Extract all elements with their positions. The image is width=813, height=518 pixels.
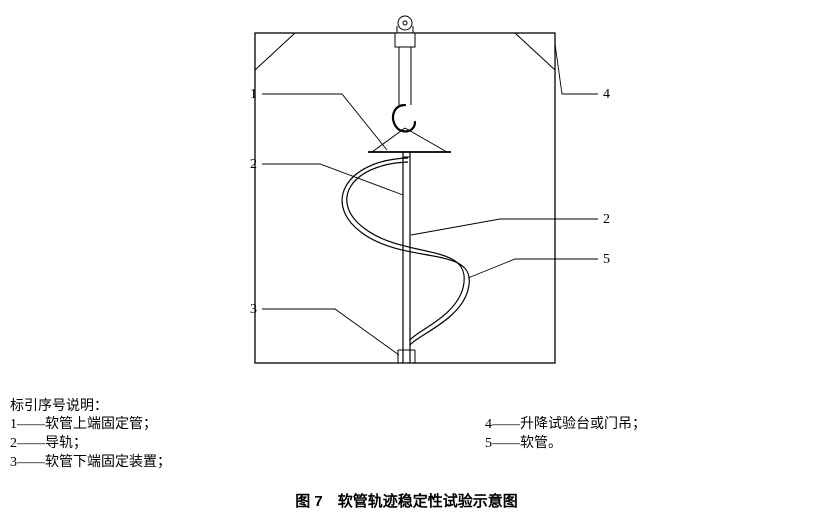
gantry-frame <box>255 33 555 363</box>
legend-item: 3——软管下端固定装置； <box>10 453 171 472</box>
figure-caption: 图 7 软管轨迹稳定性试验示意图 <box>0 490 813 511</box>
legend-item: 4——升降试验台或门吊； <box>485 415 646 434</box>
pulley-hub <box>403 21 407 25</box>
callout-num-2-right: 2 <box>603 212 610 228</box>
legend-item: 2——导轨； <box>10 434 171 453</box>
hanger-plate <box>395 33 415 47</box>
brace-top-left <box>255 33 295 70</box>
legend-item: 1——软管上端固定管； <box>10 415 171 434</box>
hook <box>393 105 415 131</box>
leader-1 <box>262 94 387 150</box>
callout-num-1: 1 <box>250 87 257 103</box>
schematic-diagram <box>200 10 630 385</box>
legend-title: 标引序号说明： <box>10 395 108 415</box>
legend-item: 5——软管。 <box>485 434 646 453</box>
callout-num-4: 4 <box>603 87 610 103</box>
hose-outer <box>342 158 469 345</box>
legend-left-column: 1——软管上端固定管； 2——导轨； 3——软管下端固定装置； <box>10 415 171 472</box>
leader-4 <box>555 44 598 94</box>
leader-2-right <box>411 219 598 235</box>
leader-3 <box>262 309 399 355</box>
callout-num-2-left: 2 <box>250 157 257 173</box>
sling-left <box>372 128 405 152</box>
sling-right <box>405 128 447 152</box>
callout-num-5: 5 <box>603 252 610 268</box>
leader-5 <box>468 259 598 278</box>
legend-right-column: 4——升降试验台或门吊； 5——软管。 <box>485 415 646 453</box>
callout-num-3: 3 <box>250 302 257 318</box>
brace-top-right <box>515 33 555 70</box>
diagram-svg <box>200 10 630 385</box>
figure-page: 1 2 3 4 2 5 标引序号说明： 1——软管上端固定管； 2——导轨； 3… <box>0 0 813 518</box>
leader-2-left <box>262 164 403 195</box>
